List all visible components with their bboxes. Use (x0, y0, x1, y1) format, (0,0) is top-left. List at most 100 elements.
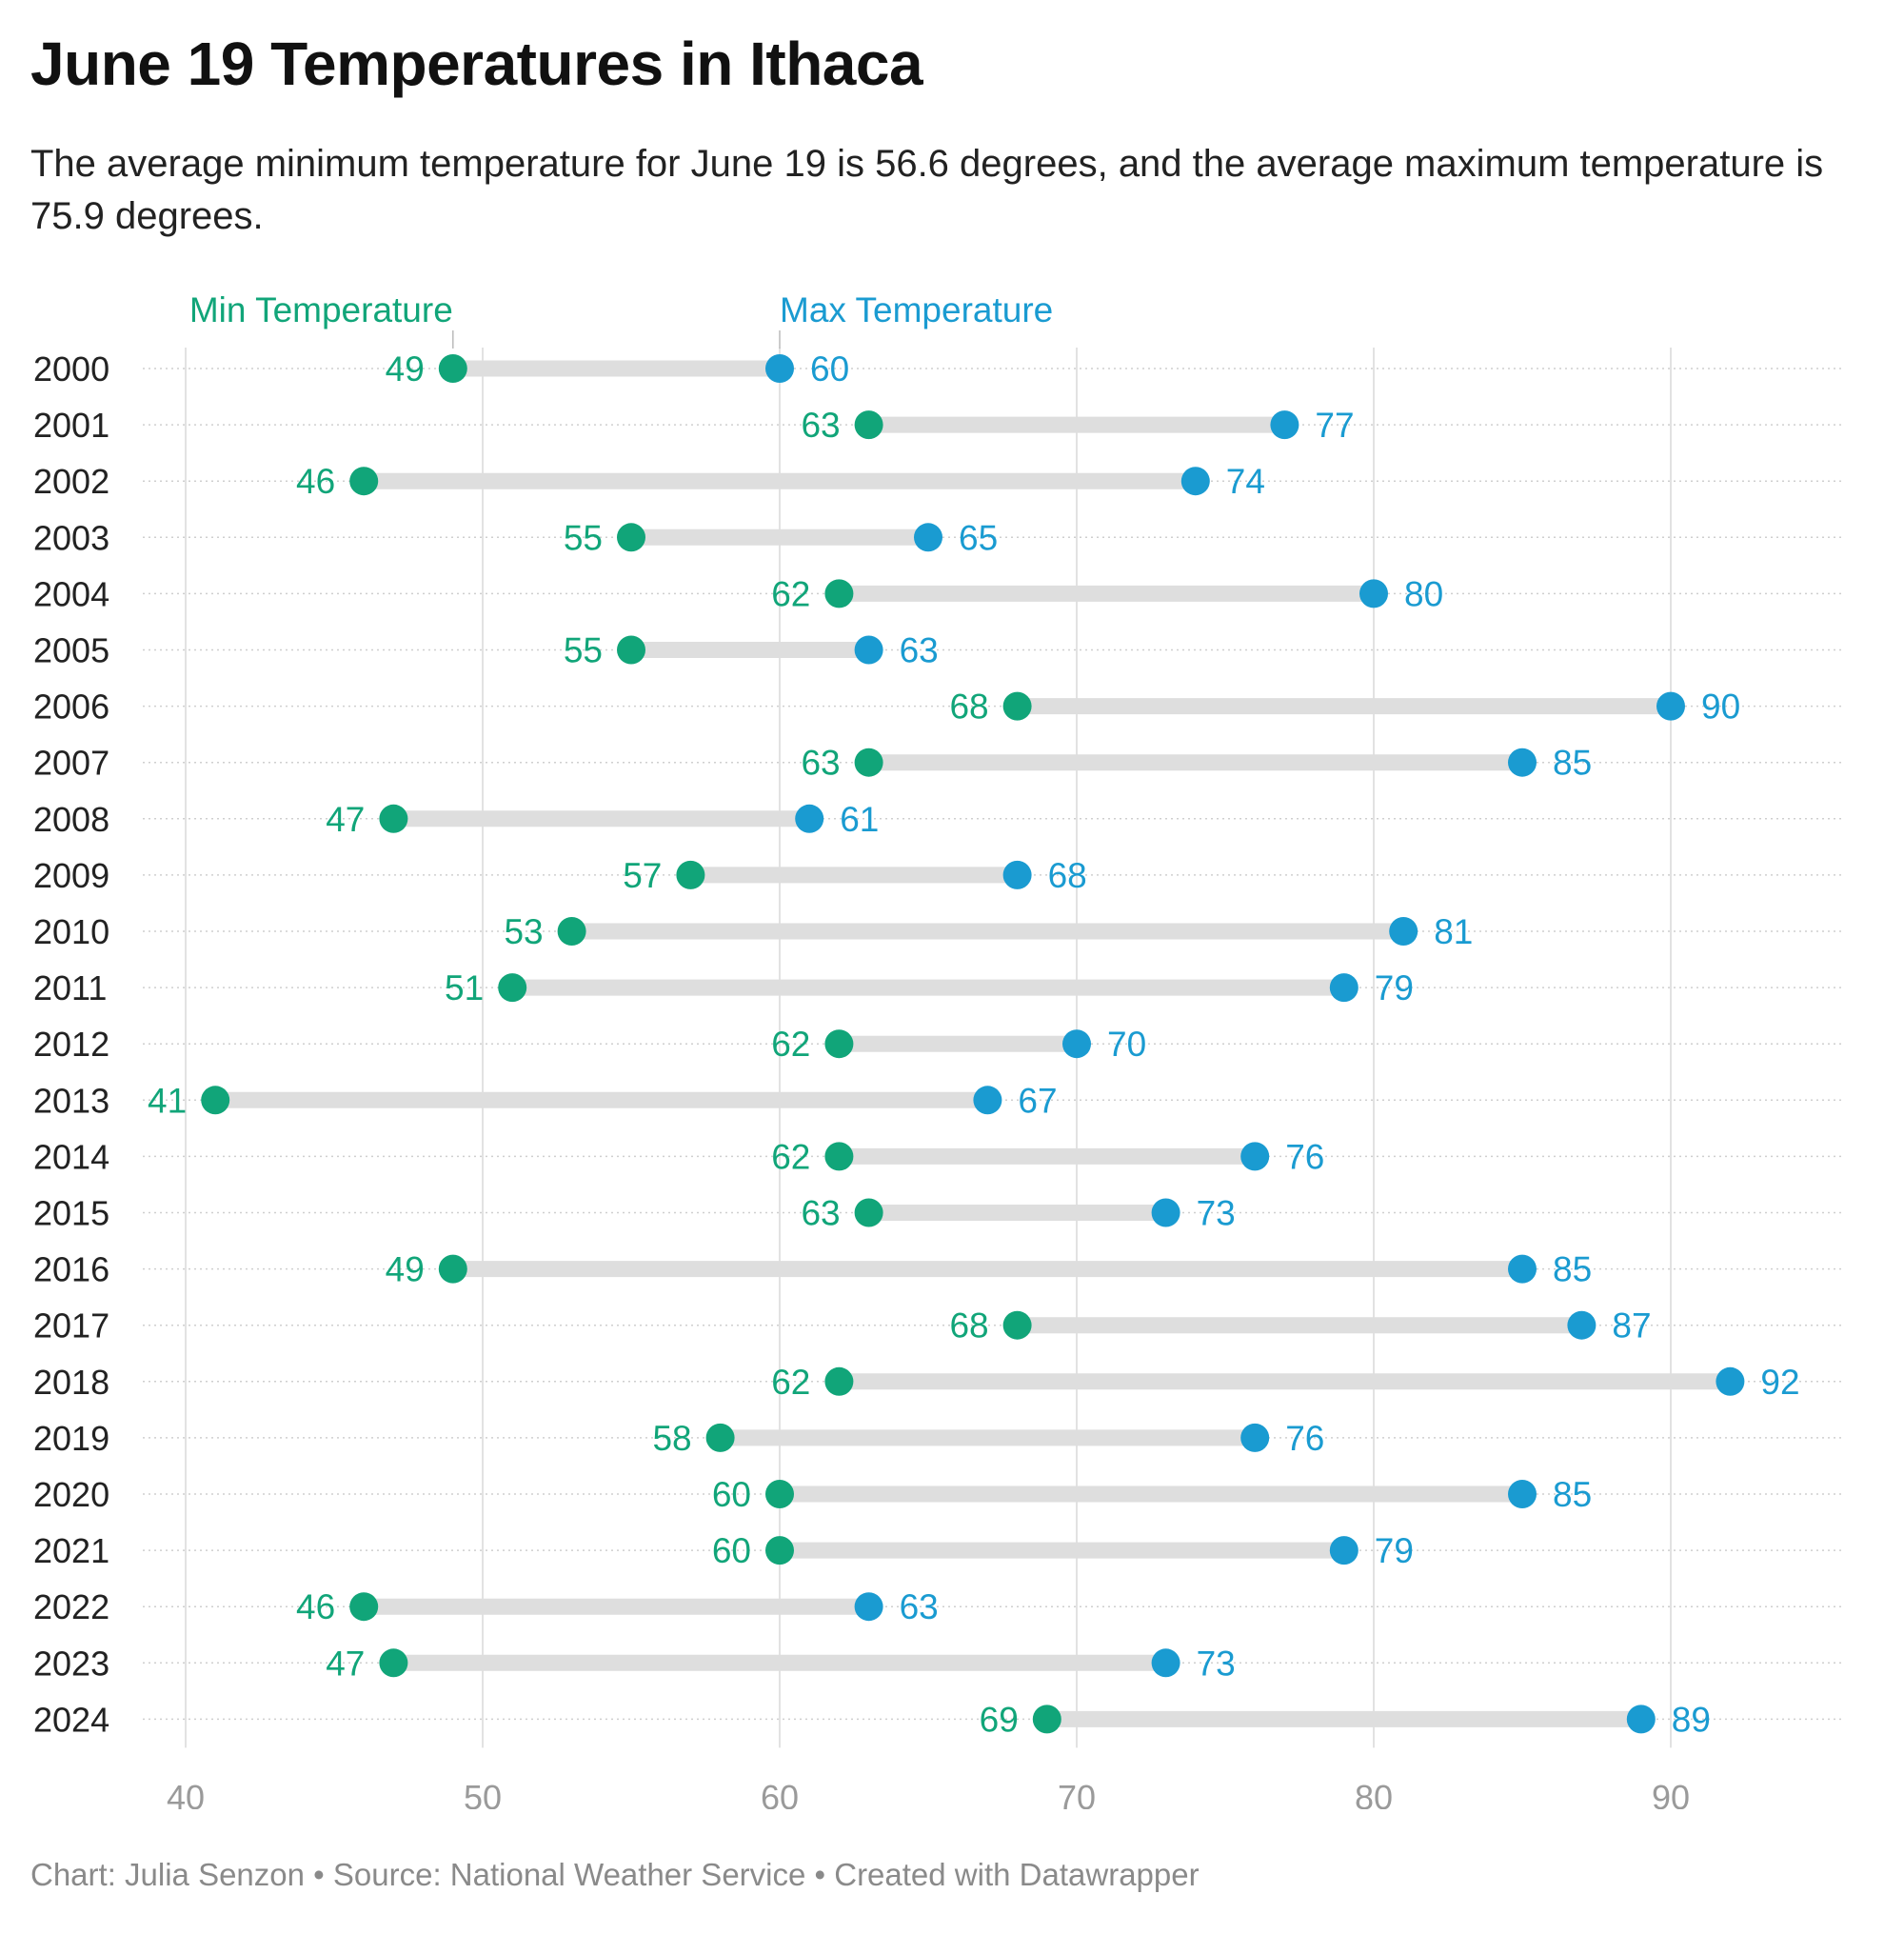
year-label: 2000 (33, 349, 109, 389)
max-temperature-label: 74 (1226, 462, 1265, 501)
max-temperature-label: 70 (1107, 1025, 1146, 1064)
min-temperature-label: 51 (445, 968, 484, 1007)
x-tick-label: 40 (167, 1778, 205, 1809)
min-temperature-label: 63 (801, 744, 840, 783)
max-temperature-label: 90 (1701, 688, 1740, 727)
min-temperature-label: 62 (771, 574, 810, 613)
max-temperature-label: 60 (810, 349, 849, 389)
max-temperature-point (1240, 1423, 1270, 1452)
min-temperature-point (498, 973, 527, 1003)
max-temperature-label: 87 (1612, 1306, 1651, 1346)
year-label: 2021 (33, 1531, 109, 1570)
max-temperature-point (1389, 917, 1418, 946)
max-temperature-point (1508, 1480, 1537, 1508)
min-temperature-label: 62 (771, 1137, 810, 1176)
year-label: 2015 (33, 1194, 109, 1233)
min-temperature-label: 47 (326, 1644, 365, 1683)
max-temperature-point (1180, 467, 1210, 496)
max-temperature-point (973, 1086, 1002, 1115)
max-temperature-label: 73 (1197, 1194, 1236, 1233)
max-temperature-point (765, 354, 794, 383)
max-temperature-label: 68 (1048, 856, 1087, 895)
max-temperature-label: 76 (1285, 1137, 1324, 1176)
min-temperature-label: 53 (504, 912, 543, 951)
chart-title: June 19 Temperatures in Ithaca (30, 30, 923, 98)
year-label: 2020 (33, 1475, 109, 1514)
year-label: 2005 (33, 631, 109, 670)
min-temperature-point (765, 1536, 794, 1565)
year-label: 2012 (33, 1025, 109, 1064)
year-label: 2006 (33, 688, 109, 727)
min-temperature-label: 47 (326, 800, 365, 839)
year-label: 2011 (33, 968, 107, 1007)
year-label: 2022 (33, 1587, 109, 1626)
min-temperature-point (379, 1648, 408, 1678)
year-label: 2002 (33, 462, 109, 501)
min-temperature-label: 62 (771, 1025, 810, 1064)
x-tick-label: 50 (464, 1778, 502, 1809)
year-label: 2008 (33, 800, 109, 839)
max-temperature-point (1626, 1705, 1656, 1734)
max-temperature-point (1062, 1029, 1091, 1059)
year-label: 2003 (33, 518, 109, 557)
max-temperature-point (854, 635, 883, 665)
max-temperature-label: 92 (1760, 1363, 1799, 1402)
min-temperature-point (379, 804, 408, 833)
min-temperature-point (676, 860, 705, 889)
max-temperature-label: 63 (900, 1587, 939, 1626)
min-temperature-label: 55 (564, 631, 603, 670)
legend-min-temperature: Min Temperature (189, 290, 453, 329)
min-temperature-point (201, 1086, 230, 1115)
year-label: 2018 (33, 1363, 109, 1402)
x-tick-label: 90 (1652, 1778, 1690, 1809)
min-temperature-label: 55 (564, 518, 603, 557)
chart-footer: Chart: Julia Senzon • Source: National W… (30, 1857, 1200, 1892)
min-temperature-label: 68 (949, 688, 988, 727)
max-temperature-label: 76 (1285, 1419, 1324, 1458)
min-temperature-label: 57 (623, 856, 662, 895)
max-temperature-point (1508, 1254, 1537, 1284)
min-temperature-point (349, 1592, 379, 1622)
min-temperature-point (557, 917, 586, 946)
max-temperature-label: 79 (1375, 1531, 1414, 1570)
year-label: 2017 (33, 1306, 109, 1346)
max-temperature-label: 85 (1553, 1250, 1592, 1289)
max-temperature-point (854, 1592, 883, 1622)
max-temperature-label: 89 (1672, 1700, 1711, 1739)
min-temperature-point (854, 1198, 883, 1227)
min-temperature-label: 49 (386, 349, 425, 389)
year-label: 2023 (33, 1644, 109, 1683)
min-temperature-label: 49 (386, 1250, 425, 1289)
max-temperature-label: 80 (1404, 574, 1443, 613)
min-temperature-label: 58 (652, 1419, 691, 1458)
max-temperature-label: 65 (959, 518, 998, 557)
max-temperature-label: 77 (1315, 406, 1354, 445)
min-temperature-label: 69 (980, 1700, 1019, 1739)
min-temperature-label: 60 (712, 1531, 751, 1570)
min-temperature-point (854, 748, 883, 777)
max-temperature-point (1329, 973, 1359, 1003)
min-temperature-point (1032, 1705, 1061, 1734)
min-temperature-point (438, 354, 467, 383)
min-temperature-label: 68 (949, 1306, 988, 1346)
max-temperature-label: 63 (900, 631, 939, 670)
max-temperature-point (1329, 1536, 1359, 1565)
min-temperature-label: 46 (296, 1587, 335, 1626)
max-temperature-point (1270, 410, 1299, 440)
min-temperature-label: 62 (771, 1363, 810, 1402)
max-temperature-label: 81 (1434, 912, 1473, 951)
year-label: 2009 (33, 856, 109, 895)
year-label: 2019 (33, 1419, 109, 1458)
min-temperature-point (824, 1029, 854, 1059)
x-tick-label: 60 (761, 1778, 799, 1809)
year-label: 2013 (33, 1081, 109, 1120)
min-temperature-point (824, 1142, 854, 1171)
max-temperature-point (1002, 860, 1032, 889)
max-temperature-point (795, 804, 824, 833)
max-temperature-point (914, 523, 942, 552)
max-temperature-point (1240, 1142, 1270, 1171)
min-temperature-label: 60 (712, 1475, 751, 1514)
year-label: 2004 (33, 574, 109, 613)
min-temperature-label: 41 (148, 1081, 187, 1120)
max-temperature-label: 85 (1553, 1475, 1592, 1514)
